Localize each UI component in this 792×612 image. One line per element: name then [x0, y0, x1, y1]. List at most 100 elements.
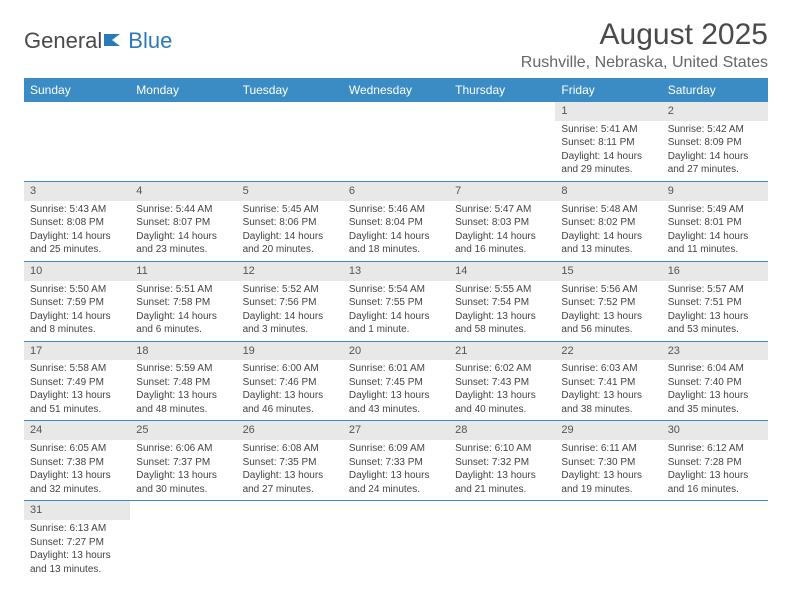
sunset-line: Sunset: 7:38 PM [30, 456, 124, 470]
day-number: 17 [24, 342, 130, 361]
sunrise-line: Sunrise: 5:50 AM [30, 283, 124, 297]
logo-text-blue: Blue [128, 28, 172, 54]
day-content: Sunrise: 5:58 AMSunset: 7:49 PMDaylight:… [24, 360, 130, 420]
daylight-line: Daylight: 13 hours and 35 minutes. [668, 389, 762, 416]
day-content: Sunrise: 5:47 AMSunset: 8:03 PMDaylight:… [449, 201, 555, 261]
daylight-line: Daylight: 14 hours and 3 minutes. [243, 310, 337, 337]
sunrise-line: Sunrise: 5:58 AM [30, 362, 124, 376]
day-number: 21 [449, 342, 555, 361]
sunset-line: Sunset: 7:55 PM [349, 296, 443, 310]
day-number: 13 [343, 262, 449, 281]
day-number: 29 [555, 421, 661, 440]
daylight-line: Daylight: 14 hours and 25 minutes. [30, 230, 124, 257]
day-number: 31 [24, 501, 130, 520]
calendar-cell: 12Sunrise: 5:52 AMSunset: 7:56 PMDayligh… [237, 261, 343, 341]
sunrise-line: Sunrise: 6:05 AM [30, 442, 124, 456]
location-text: Rushville, Nebraska, United States [521, 54, 768, 72]
sunset-line: Sunset: 7:45 PM [349, 376, 443, 390]
calendar-row: 31Sunrise: 6:13 AMSunset: 7:27 PMDayligh… [24, 501, 768, 580]
day-content: Sunrise: 5:52 AMSunset: 7:56 PMDaylight:… [237, 281, 343, 341]
day-content: Sunrise: 6:09 AMSunset: 7:33 PMDaylight:… [343, 440, 449, 500]
sunrise-line: Sunrise: 5:42 AM [668, 123, 762, 137]
daylight-line: Daylight: 13 hours and 32 minutes. [30, 469, 124, 496]
logo: GeneralBlue [24, 28, 172, 54]
sunset-line: Sunset: 7:35 PM [243, 456, 337, 470]
weekday-header: Thursday [449, 78, 555, 102]
sunrise-line: Sunrise: 5:48 AM [561, 203, 655, 217]
day-number: 1 [555, 102, 661, 121]
daylight-line: Daylight: 13 hours and 38 minutes. [561, 389, 655, 416]
day-content: Sunrise: 6:08 AMSunset: 7:35 PMDaylight:… [237, 440, 343, 500]
daylight-line: Daylight: 13 hours and 56 minutes. [561, 310, 655, 337]
daylight-line: Daylight: 14 hours and 16 minutes. [455, 230, 549, 257]
daylight-line: Daylight: 13 hours and 24 minutes. [349, 469, 443, 496]
day-content: Sunrise: 5:45 AMSunset: 8:06 PMDaylight:… [237, 201, 343, 261]
sunset-line: Sunset: 7:59 PM [30, 296, 124, 310]
daylight-line: Daylight: 13 hours and 40 minutes. [455, 389, 549, 416]
sunset-line: Sunset: 7:48 PM [136, 376, 230, 390]
day-number: 14 [449, 262, 555, 281]
calendar-cell: 26Sunrise: 6:08 AMSunset: 7:35 PMDayligh… [237, 421, 343, 501]
day-number: 28 [449, 421, 555, 440]
sunset-line: Sunset: 7:43 PM [455, 376, 549, 390]
day-number: 9 [662, 182, 768, 201]
sunrise-line: Sunrise: 6:02 AM [455, 362, 549, 376]
day-number: 6 [343, 182, 449, 201]
calendar-cell: 29Sunrise: 6:11 AMSunset: 7:30 PMDayligh… [555, 421, 661, 501]
calendar-body: 1Sunrise: 5:41 AMSunset: 8:11 PMDaylight… [24, 102, 768, 580]
sunset-line: Sunset: 8:04 PM [349, 216, 443, 230]
day-number: 15 [555, 262, 661, 281]
day-number: 2 [662, 102, 768, 121]
daylight-line: Daylight: 13 hours and 13 minutes. [30, 549, 124, 576]
sunrise-line: Sunrise: 6:06 AM [136, 442, 230, 456]
daylight-line: Daylight: 13 hours and 19 minutes. [561, 469, 655, 496]
day-number: 25 [130, 421, 236, 440]
daylight-line: Daylight: 13 hours and 21 minutes. [455, 469, 549, 496]
daylight-line: Daylight: 13 hours and 48 minutes. [136, 389, 230, 416]
calendar-cell-empty [343, 501, 449, 580]
daylight-line: Daylight: 14 hours and 18 minutes. [349, 230, 443, 257]
daylight-line: Daylight: 13 hours and 16 minutes. [668, 469, 762, 496]
sunrise-line: Sunrise: 6:12 AM [668, 442, 762, 456]
day-content: Sunrise: 6:02 AMSunset: 7:43 PMDaylight:… [449, 360, 555, 420]
sunset-line: Sunset: 8:02 PM [561, 216, 655, 230]
day-content: Sunrise: 5:46 AMSunset: 8:04 PMDaylight:… [343, 201, 449, 261]
calendar-row: 10Sunrise: 5:50 AMSunset: 7:59 PMDayligh… [24, 261, 768, 341]
calendar-cell: 2Sunrise: 5:42 AMSunset: 8:09 PMDaylight… [662, 102, 768, 181]
sunset-line: Sunset: 7:37 PM [136, 456, 230, 470]
day-content: Sunrise: 6:04 AMSunset: 7:40 PMDaylight:… [662, 360, 768, 420]
calendar-cell: 27Sunrise: 6:09 AMSunset: 7:33 PMDayligh… [343, 421, 449, 501]
sunset-line: Sunset: 7:28 PM [668, 456, 762, 470]
sunrise-line: Sunrise: 5:57 AM [668, 283, 762, 297]
day-content: Sunrise: 6:10 AMSunset: 7:32 PMDaylight:… [449, 440, 555, 500]
weekday-header: Saturday [662, 78, 768, 102]
daylight-line: Daylight: 14 hours and 27 minutes. [668, 150, 762, 177]
calendar-cell: 25Sunrise: 6:06 AMSunset: 7:37 PMDayligh… [130, 421, 236, 501]
day-content: Sunrise: 6:11 AMSunset: 7:30 PMDaylight:… [555, 440, 661, 500]
flag-icon [104, 28, 126, 54]
sunrise-line: Sunrise: 6:00 AM [243, 362, 337, 376]
sunrise-line: Sunrise: 6:03 AM [561, 362, 655, 376]
sunset-line: Sunset: 8:07 PM [136, 216, 230, 230]
weekday-header: Monday [130, 78, 236, 102]
daylight-line: Daylight: 14 hours and 6 minutes. [136, 310, 230, 337]
sunrise-line: Sunrise: 5:45 AM [243, 203, 337, 217]
day-content: Sunrise: 5:48 AMSunset: 8:02 PMDaylight:… [555, 201, 661, 261]
daylight-line: Daylight: 14 hours and 23 minutes. [136, 230, 230, 257]
day-number: 26 [237, 421, 343, 440]
weekday-header: Tuesday [237, 78, 343, 102]
day-number: 8 [555, 182, 661, 201]
day-content: Sunrise: 5:50 AMSunset: 7:59 PMDaylight:… [24, 281, 130, 341]
day-number: 4 [130, 182, 236, 201]
sunset-line: Sunset: 7:33 PM [349, 456, 443, 470]
calendar-cell: 10Sunrise: 5:50 AMSunset: 7:59 PMDayligh… [24, 261, 130, 341]
sunrise-line: Sunrise: 5:56 AM [561, 283, 655, 297]
calendar-cell-empty [343, 102, 449, 181]
day-content: Sunrise: 5:57 AMSunset: 7:51 PMDaylight:… [662, 281, 768, 341]
sunrise-line: Sunrise: 6:13 AM [30, 522, 124, 536]
calendar-cell: 7Sunrise: 5:47 AMSunset: 8:03 PMDaylight… [449, 181, 555, 261]
daylight-line: Daylight: 14 hours and 29 minutes. [561, 150, 655, 177]
day-number: 30 [662, 421, 768, 440]
month-title: August 2025 [521, 18, 768, 52]
daylight-line: Daylight: 13 hours and 58 minutes. [455, 310, 549, 337]
